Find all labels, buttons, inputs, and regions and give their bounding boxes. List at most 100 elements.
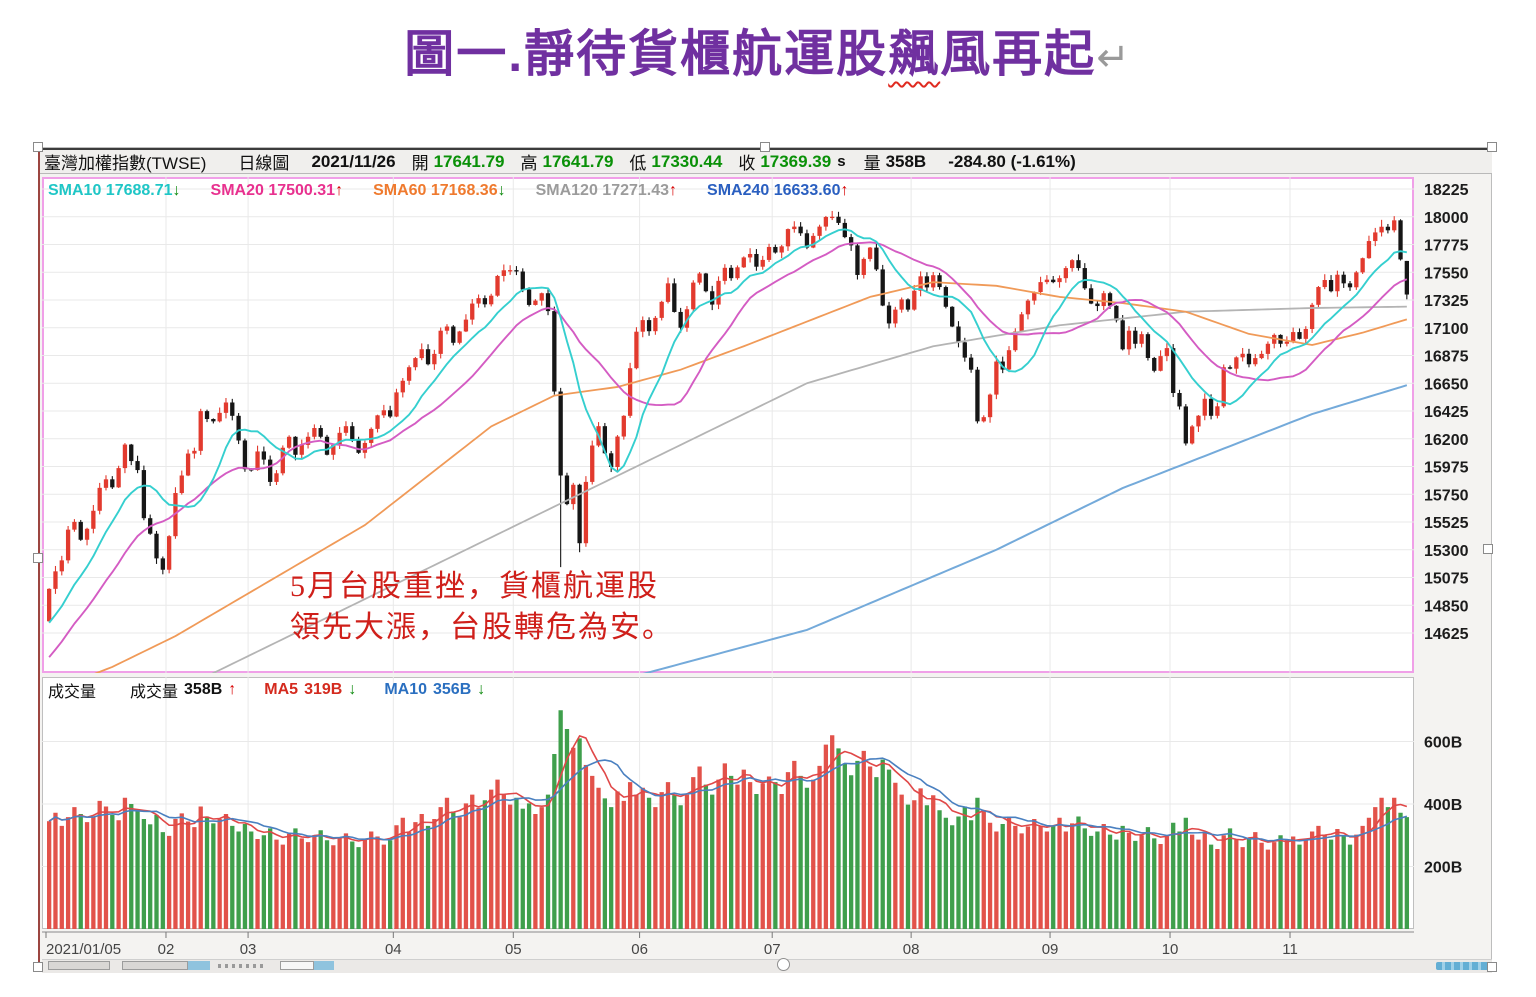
close-value: 17369.39 (760, 151, 832, 171)
scrollbar-dots (218, 964, 264, 968)
figure-title-text: 圖一.靜待貨櫃航運股 (404, 26, 889, 82)
close-label: 收 (738, 154, 756, 173)
sma-legend-text: SMA20 17500.31 (210, 182, 336, 199)
price-axis-label: 17325 (1424, 293, 1469, 310)
sma-legend-text: SMA60 17168.36 (373, 182, 498, 199)
sma-legend-item-sma120: SMA120 17271.43↑ (536, 182, 677, 200)
scrollbar-knob[interactable] (777, 958, 790, 971)
trend-down-icon: ↓ (172, 182, 181, 199)
sma-legend-text: SMA10 17688.71 (48, 182, 173, 199)
date-label: 2021/11/26 (311, 151, 396, 171)
x-axis-label: 07 (764, 941, 781, 958)
selection-handle-bottom-left[interactable] (33, 962, 43, 972)
x-axis-label: 06 (631, 941, 648, 958)
trend-down-icon: ↓ (497, 182, 506, 199)
volume-pane-label: 成交量 (48, 684, 97, 701)
sma60-line (94, 281, 1408, 673)
price-axis-label: 16425 (1424, 404, 1469, 421)
gridlines (42, 177, 1414, 929)
stock-chart-image[interactable]: 臺灣加權指數(TWSE) 日線圖 2021/11/26 開 17641.79 高… (38, 147, 1492, 973)
price-axis-label: 14625 (1424, 626, 1469, 643)
chart-scrollbar[interactable] (42, 958, 1492, 973)
close-suffix: s (837, 153, 846, 170)
x-axis-label: 10 (1162, 941, 1179, 958)
figure-title-text-tail: 風再起 (940, 26, 1097, 82)
volume-ma5-trend-down-icon: ↓ (348, 681, 357, 698)
trend-up-icon: ↑ (669, 182, 678, 199)
x-axis-label: 05 (505, 941, 522, 958)
header-volume-value: 358B (885, 151, 927, 171)
sma120-line (211, 305, 1407, 673)
volume-axis-label: 400B (1424, 797, 1462, 814)
period-label: 日線圖 (238, 154, 290, 173)
x-axis-label: 03 (240, 941, 257, 958)
header-volume-label: 量 (863, 154, 881, 173)
scrollbar-segment[interactable] (280, 961, 314, 970)
price-axis-label: 14850 (1424, 598, 1469, 615)
trend-up-icon: ↑ (335, 182, 344, 199)
high-value: 17641.79 (542, 151, 614, 171)
selection-handle-top-middle[interactable] (760, 142, 770, 152)
volume-legend: 成交量 成交量 358B ↑ MA5 319B ↓ MA10 356B ↓ (48, 679, 485, 701)
selection-handle-middle-left[interactable] (33, 553, 43, 563)
volume-axis-label: 600B (1424, 735, 1462, 752)
scrollbar-right-blue-segment[interactable] (1436, 962, 1492, 970)
low-label: 低 (629, 154, 647, 173)
price-axis-label: 15300 (1424, 543, 1469, 560)
price-axis-label: 18000 (1424, 210, 1469, 227)
sma-legend-item-sma240: SMA240 16633.60↑ (707, 182, 848, 200)
volume-ma10-value: 356B (433, 681, 472, 698)
price-axis-label: 15525 (1424, 515, 1469, 532)
figure-title: 圖一.靜待貨櫃航運股飆風再起↵ (0, 14, 1536, 86)
price-axis-label: 18225 (1424, 182, 1469, 199)
scrollbar-blue-segment[interactable] (188, 961, 210, 970)
x-axis-label: 04 (385, 941, 402, 958)
sma-legend-item-sma10: SMA10 17688.71↓ (48, 182, 181, 200)
volume-ma5-label: MA5 (264, 681, 299, 698)
selection-handle-top-right[interactable] (1487, 142, 1497, 152)
x-axis-label: 2021/01/05 (46, 941, 121, 958)
scrollbar-segment[interactable] (48, 961, 110, 970)
candlestick-series (47, 210, 1409, 622)
price-axis-label: 17775 (1424, 238, 1469, 255)
price-axis-label: 15975 (1424, 460, 1469, 477)
sma-legend-text: SMA120 17271.43 (535, 182, 670, 199)
x-axis-label: 08 (903, 941, 920, 958)
sma-legend-text: SMA240 16633.60 (707, 182, 841, 199)
trend-up-icon: ↑ (840, 182, 849, 199)
price-axis-label: 15075 (1424, 571, 1469, 588)
sma-legend-item-sma20: SMA20 17500.31↑ (211, 182, 344, 200)
annotation-line2: 領先大漲，台股轉危為安。 (290, 611, 674, 644)
sma-legend: SMA10 17688.71↓ SMA20 17500.31↑ SMA60 1716… (48, 180, 878, 202)
selection-handle-top-left[interactable] (33, 142, 43, 152)
x-axis-label: 02 (158, 941, 175, 958)
volume-series-label: 成交量 (130, 684, 179, 701)
sma240-line (642, 384, 1408, 673)
price-axis-label: 16650 (1424, 376, 1469, 393)
scrollbar-segment[interactable] (122, 961, 188, 970)
selection-handle-middle-right[interactable] (1483, 544, 1493, 554)
volume-ma10-trend-down-icon: ↓ (477, 681, 486, 698)
figure-title-wavy-text: 飆 (888, 26, 941, 82)
annotation-note: 5月台股重挫，貨櫃航運股 領先大漲，台股轉危為安。 (290, 566, 674, 648)
annotation-line1: 5月台股重挫，貨櫃航運股 (290, 570, 659, 603)
high-label: 高 (520, 154, 538, 173)
volume-ma5-value: 319B (304, 681, 343, 698)
price-axis-label: 17100 (1424, 321, 1469, 338)
open-value: 17641.79 (433, 151, 505, 171)
symbol-label: 臺灣加權指數(TWSE) (44, 154, 207, 173)
selection-handle-bottom-right[interactable] (1487, 962, 1497, 972)
volume-value: 358B (184, 681, 223, 698)
price-axis-label: 15750 (1424, 487, 1469, 504)
price-axis-label: 17550 (1424, 265, 1469, 282)
volume-axis-label: 200B (1424, 860, 1462, 877)
price-axis-label: 16200 (1424, 432, 1469, 449)
scrollbar-blue-segment[interactable] (314, 961, 334, 970)
x-axis-label: 11 (1282, 941, 1298, 958)
volume-trend-up-icon: ↑ (228, 681, 237, 698)
low-value: 17330.44 (651, 151, 723, 171)
price-axis-label: 16875 (1424, 349, 1469, 366)
x-axis-label: 09 (1042, 941, 1059, 958)
sma10-line (48, 228, 1408, 624)
